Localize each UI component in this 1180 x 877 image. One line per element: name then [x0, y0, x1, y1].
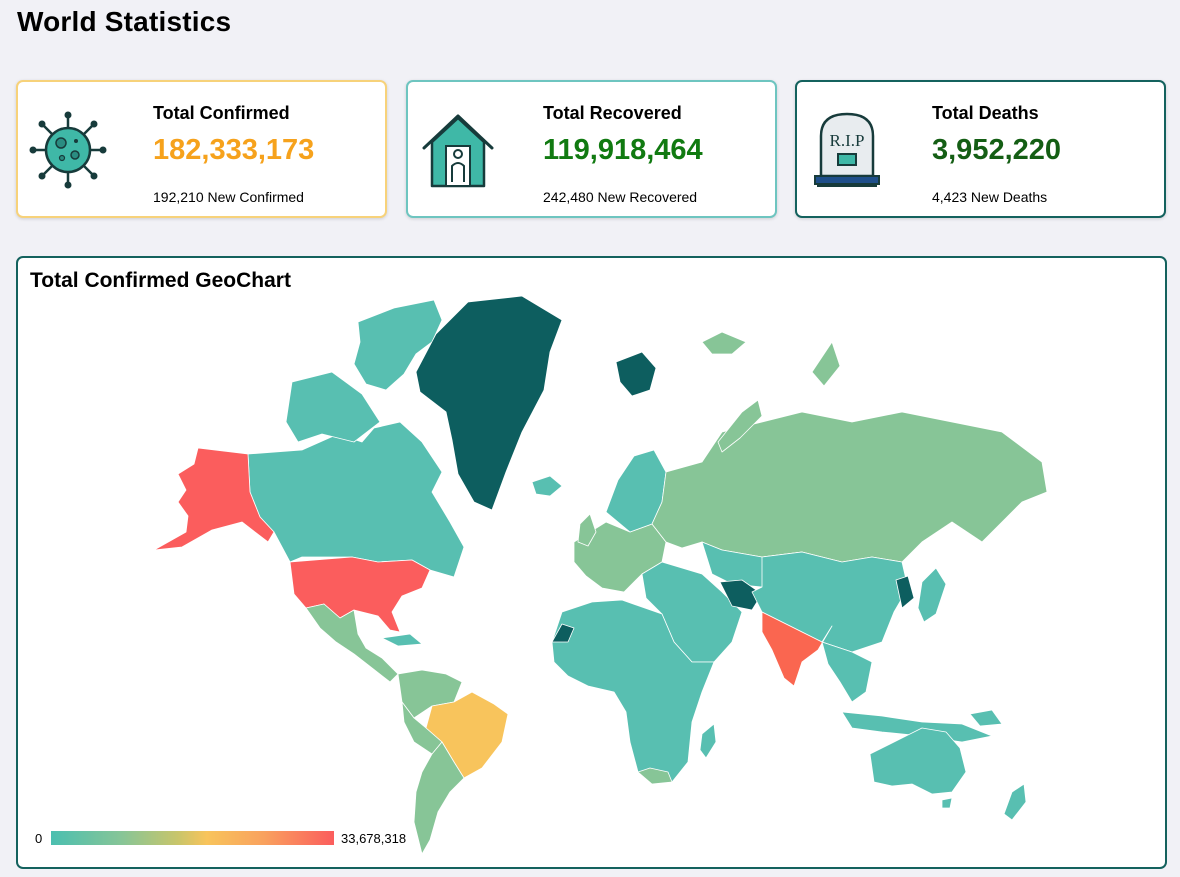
card-value: 182,333,173	[153, 134, 315, 166]
region-tasmania	[941, 797, 953, 809]
region-japan	[917, 567, 947, 623]
region-se-asia	[821, 641, 873, 703]
page-title: World Statistics	[17, 6, 232, 37]
region-severnaya	[811, 341, 841, 387]
region-greenland	[415, 295, 563, 511]
region-canada-arctic	[353, 299, 443, 391]
region-middle-east	[641, 561, 743, 663]
region-alaska	[153, 447, 275, 551]
region-argentina	[413, 741, 465, 855]
region-south-africa	[637, 767, 673, 785]
region-western-sahara	[551, 623, 575, 643]
geochart-panel: Total Confirmed GeoChart 0 33,678,318	[16, 256, 1167, 869]
region-franz-josef	[701, 331, 747, 355]
region-iceland	[531, 475, 563, 497]
region-svalbard	[615, 351, 657, 397]
legend-color-bar	[51, 831, 334, 845]
total-deaths-card: R.I.P Total Deaths 3,952,220 4,423 New D…	[795, 80, 1166, 218]
virus-icon	[28, 110, 108, 190]
geochart-title: Total Confirmed GeoChart	[30, 269, 291, 292]
region-cuba	[381, 633, 423, 647]
region-australia	[869, 727, 967, 795]
card-label: Total Recovered	[543, 103, 682, 123]
region-new-zealand	[1003, 783, 1027, 821]
tombstone-icon: R.I.P	[807, 110, 887, 190]
card-sub: 242,480 New Recovered	[543, 189, 698, 205]
total-confirmed-card: Total Confirmed 182,333,173 192,210 New …	[16, 80, 387, 218]
tombstone-text: R.I.P	[830, 131, 865, 150]
legend-min-label: 0	[35, 831, 43, 846]
card-value: 119,918,464	[543, 134, 703, 166]
legend-max-label: 33,678,318	[341, 831, 407, 846]
house-person-icon	[418, 110, 498, 190]
region-africa	[551, 599, 715, 785]
region-uk	[577, 513, 597, 547]
region-indonesia	[841, 711, 993, 743]
card-value: 3,952,220	[932, 134, 1062, 166]
region-novaya-zemlya	[717, 399, 763, 453]
card-label: Total Confirmed	[153, 103, 290, 123]
region-usa	[289, 556, 431, 633]
region-canada	[247, 421, 465, 578]
world-map[interactable]	[18, 258, 1165, 867]
card-sub: 192,210 New Confirmed	[153, 189, 304, 205]
region-india	[761, 611, 833, 687]
region-mexico	[305, 603, 399, 683]
card-label: Total Deaths	[932, 103, 1039, 123]
card-sub: 4,423 New Deaths	[932, 189, 1048, 205]
region-korea	[895, 575, 915, 609]
region-russia	[651, 411, 1048, 563]
region-png	[969, 709, 1003, 727]
region-canada-arctic-2	[285, 371, 381, 443]
total-recovered-card: Total Recovered 119,918,464 242,480 New …	[406, 80, 777, 218]
region-madagascar	[699, 723, 717, 759]
region-china	[751, 551, 909, 653]
